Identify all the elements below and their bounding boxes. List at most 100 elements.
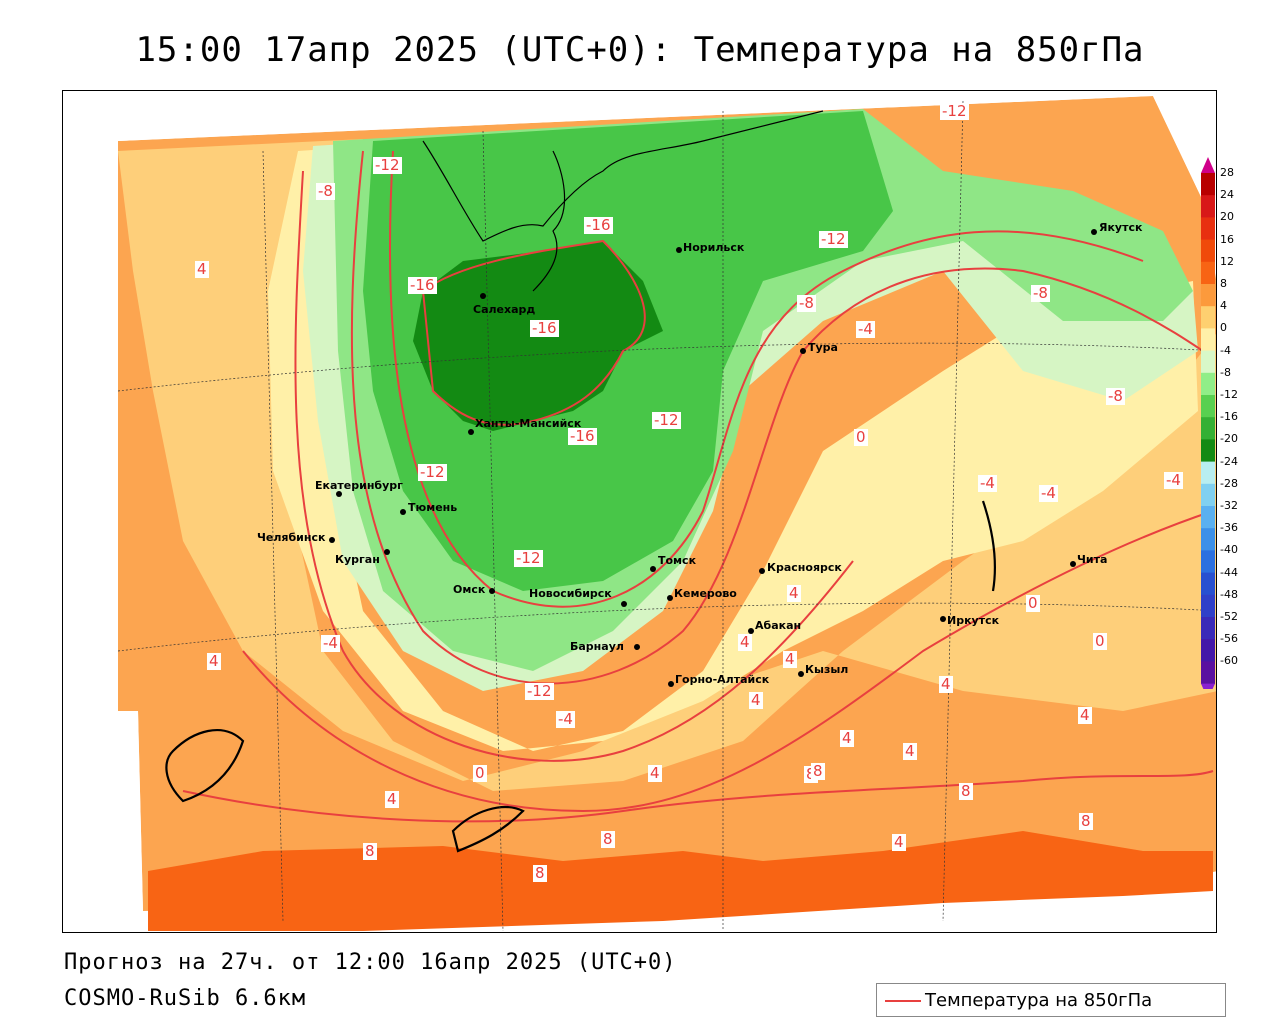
scale-tick-label: -36	[1220, 521, 1238, 535]
scale-swatch	[1201, 528, 1215, 551]
scale-tick-label: -44	[1220, 565, 1238, 579]
scale-tick-label: -60	[1220, 654, 1238, 668]
city-marker	[668, 681, 674, 687]
contour-label: 0	[854, 428, 868, 446]
city-krasnoyarsk-label: Красноярск	[767, 561, 842, 574]
color-scale	[1201, 157, 1215, 689]
scale-tick-label: 0	[1220, 321, 1227, 335]
scale-tick-label: -20	[1220, 432, 1238, 446]
city-chelyabinsk-label: Челябинск	[257, 531, 326, 544]
contour-label: -16	[584, 216, 613, 234]
scale-swatch	[1201, 350, 1215, 374]
contour-label: 4	[385, 790, 399, 808]
city-omsk-label: Омск	[453, 583, 486, 596]
scale-tick-label: -56	[1220, 632, 1238, 646]
city-salekhard-label: Салехард	[473, 303, 536, 316]
city-kurgan-label: Курган	[335, 553, 380, 566]
scale-swatch	[1201, 395, 1215, 418]
scale-swatch	[1201, 417, 1215, 440]
city-gorno-altaysk-label: Горно-Алтайск	[675, 673, 770, 686]
scale-tick-label: -32	[1220, 499, 1238, 512]
scale-swatch	[1201, 550, 1215, 574]
contour-label: -12	[652, 411, 681, 429]
scale-tick-label: -48	[1220, 587, 1238, 601]
city-tyumen-label: Тюмень	[408, 501, 458, 514]
city-marker	[336, 491, 342, 497]
contour-label: 4	[903, 742, 917, 760]
scale-tick-label: 12	[1220, 254, 1234, 268]
scale-swatch	[1201, 261, 1215, 285]
contour-label: 8	[363, 842, 377, 860]
scale-swatch	[1201, 439, 1215, 463]
contour-label: -12	[418, 463, 447, 481]
scale-tick-label: -8	[1220, 365, 1231, 379]
city-marker	[800, 348, 806, 354]
scale-swatch	[1201, 483, 1215, 507]
city-kyzyl-label: Кызыл	[805, 663, 849, 676]
contour-label: -12	[373, 156, 402, 174]
contour-label: 4	[749, 691, 763, 709]
scale-swatch	[1201, 372, 1215, 396]
city-marker	[748, 628, 754, 634]
scale-swatch	[1201, 217, 1215, 241]
model-info: COSMO-RuSib 6.6км	[64, 986, 307, 1011]
contour-label: 0	[1093, 632, 1107, 650]
city-barnaul-label: Барнаул	[570, 640, 624, 653]
city-marker	[759, 568, 765, 574]
city-tura-label: Тура	[808, 341, 838, 354]
city-abakan-label: Абакан	[755, 619, 802, 632]
contour-label: 4	[738, 633, 752, 651]
city-norilsk-label: Норильск	[683, 241, 745, 254]
temperature-map: Якутск Норильск Салехард Тура Ханты-Манс…	[62, 90, 1217, 933]
city-marker	[650, 566, 656, 572]
city-marker	[468, 429, 474, 435]
map-title: 15:00 17апр 2025 (UTC+0): Температура на…	[135, 30, 1145, 70]
city-marker	[400, 509, 406, 515]
contour-label: -4	[1164, 471, 1183, 489]
warm-band-light	[118, 139, 1216, 791]
contour-label: 8	[1079, 812, 1093, 830]
scale-tick-label: 24	[1220, 188, 1234, 202]
scale-swatch	[1201, 173, 1215, 196]
scale-swatch	[1201, 461, 1215, 485]
contour-label: 4	[840, 729, 854, 747]
city-marker	[798, 671, 804, 677]
city-ekaterinburg-label: Екатеринбург	[315, 479, 403, 492]
city-marker	[1070, 561, 1076, 567]
scale-bottom-arrow	[1201, 683, 1215, 689]
contour-label: 4	[1078, 706, 1092, 724]
contour-label: -12	[940, 102, 969, 120]
contour-label: -8	[797, 294, 816, 312]
city-marker	[940, 616, 946, 622]
contour-label: -16	[408, 276, 437, 294]
city-marker	[1091, 229, 1097, 235]
scale-swatch	[1201, 572, 1215, 596]
contour-label: 8	[959, 782, 973, 800]
contour-label: -8	[1031, 284, 1050, 302]
city-marker	[489, 588, 495, 594]
legend: Температура на 850гПа	[876, 983, 1226, 1017]
scale-swatch	[1201, 239, 1215, 263]
scale-tick-label: -24	[1220, 454, 1238, 468]
contour-label: 0	[473, 764, 487, 782]
scale-tick-label: -4	[1220, 343, 1231, 357]
city-marker	[329, 537, 335, 543]
scale-swatch	[1201, 328, 1215, 352]
scale-swatch	[1201, 594, 1215, 618]
scale-swatch	[1201, 506, 1215, 529]
contour-label: 8	[811, 762, 825, 780]
city-marker	[384, 549, 390, 555]
contour-label: 4	[787, 584, 801, 602]
scale-tick-label: -52	[1220, 610, 1238, 623]
contour-label: -16	[568, 427, 597, 445]
scale-tick-label: 20	[1220, 210, 1234, 224]
contour-label: -4	[978, 474, 997, 492]
city-marker	[634, 644, 640, 650]
cold-band-mid	[363, 111, 893, 591]
legend-line-swatch	[885, 1000, 921, 1002]
contour-label: 8	[533, 864, 547, 882]
scale-swatch	[1201, 639, 1215, 662]
scale-tick-label: -16	[1220, 410, 1238, 424]
city-yakutsk-label: Якутск	[1099, 221, 1143, 234]
contour-label: 4	[783, 650, 797, 668]
